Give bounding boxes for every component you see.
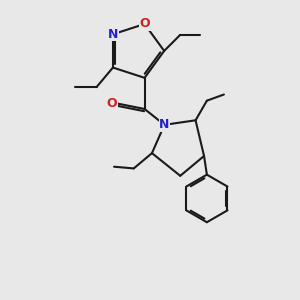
Text: N: N bbox=[108, 28, 118, 41]
Text: O: O bbox=[139, 17, 150, 31]
Text: N: N bbox=[159, 118, 170, 131]
Text: O: O bbox=[106, 97, 117, 110]
